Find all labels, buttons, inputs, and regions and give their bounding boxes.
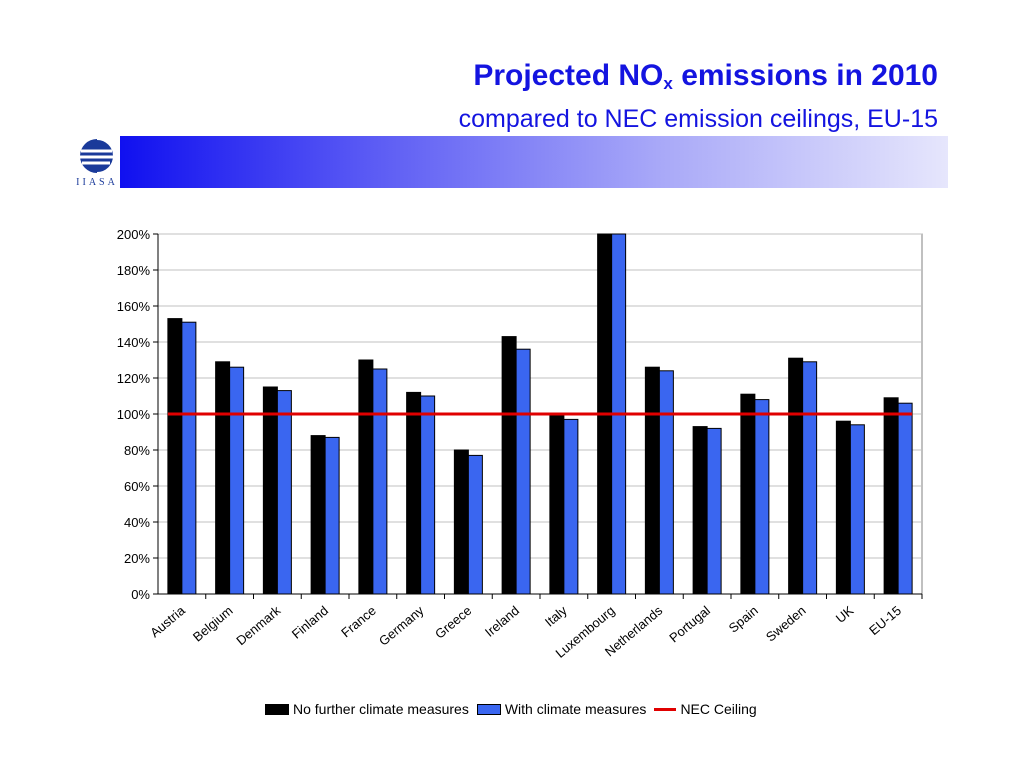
x-tick-label: Portugal — [666, 603, 713, 646]
legend-label-with-measures: With climate measures — [504, 701, 647, 717]
bar-no-measures — [883, 397, 899, 595]
bar-with-measures — [372, 368, 388, 595]
bar-with-measures — [897, 402, 913, 595]
bar-with-measures — [420, 395, 436, 595]
title-prefix: Projected NO — [473, 59, 664, 92]
y-tick-label: 120% — [117, 371, 151, 386]
x-tick-label: Denmark — [233, 602, 283, 648]
bar-with-measures — [229, 366, 245, 595]
bar-no-measures — [549, 415, 565, 595]
bar-no-measures — [167, 318, 183, 595]
bar-with-measures — [324, 436, 340, 595]
x-tick-label: Finland — [289, 603, 331, 642]
bar-with-measures — [563, 418, 579, 595]
y-tick-label: 100% — [117, 407, 151, 422]
bar-with-measures — [658, 370, 674, 595]
x-tick-label: France — [338, 603, 379, 641]
x-tick-label: Greece — [432, 603, 474, 642]
bar-with-measures — [849, 424, 865, 595]
y-tick-label: 20% — [124, 551, 150, 566]
bar-no-measures — [215, 361, 231, 595]
legend-label-nec-ceiling: NEC Ceiling — [680, 701, 757, 717]
bar-no-measures — [501, 336, 517, 595]
legend-item-no-measures: No further climate measures — [265, 701, 469, 717]
bar-no-measures — [453, 449, 469, 595]
y-tick-label: 160% — [117, 299, 151, 314]
bar-with-measures — [515, 348, 531, 595]
legend-swatch-blue — [476, 703, 501, 715]
title-block: Projected NOx emissions in 2010 compared… — [459, 58, 938, 134]
legend-swatch-black — [265, 703, 289, 715]
iiasa-logo-icon — [80, 138, 115, 174]
legend-label-no-measures: No further climate measures — [293, 701, 469, 717]
bar-with-measures — [467, 454, 483, 595]
y-tick-label: 0% — [131, 587, 150, 602]
y-tick-label: 140% — [117, 335, 151, 350]
bar-with-measures — [754, 399, 770, 595]
chart-legend: No further climate measures With climate… — [265, 700, 765, 718]
x-tick-label: Italy — [542, 602, 570, 629]
y-tick-label: 180% — [117, 263, 151, 278]
title-suffix: emissions in 2010 — [672, 59, 938, 92]
y-tick-label: 60% — [124, 479, 150, 494]
legend-swatch-red-line — [654, 707, 677, 711]
bar-with-measures — [276, 390, 292, 595]
bar-with-measures — [706, 427, 722, 595]
x-tick-label: Belgium — [190, 603, 236, 645]
y-tick-label: 80% — [124, 443, 150, 458]
bar-no-measures — [740, 393, 756, 595]
bar-no-measures — [788, 357, 804, 595]
bar-no-measures — [406, 391, 422, 595]
x-tick-label: Austria — [147, 602, 188, 640]
bar-no-measures — [358, 359, 374, 595]
x-tick-label: Sweden — [763, 603, 809, 645]
bar-with-measures — [802, 361, 818, 595]
slide-subtitle: compared to NEC emission ceilings, EU-15 — [458, 105, 938, 133]
y-tick-label: 200% — [117, 227, 151, 242]
bar-no-measures — [692, 426, 708, 595]
x-tick-label: EU-15 — [866, 603, 904, 638]
slide-title: Projected NOx emissions in 2010 — [459, 58, 938, 102]
bar-no-measures — [835, 420, 851, 595]
header-banner — [120, 136, 948, 188]
bar-no-measures — [644, 366, 660, 595]
title-subscript: x — [663, 74, 673, 93]
legend-item-with-measures: With climate measures — [476, 701, 647, 717]
x-tick-label: Spain — [726, 603, 761, 636]
bar-no-measures — [262, 386, 278, 595]
logo-text: IIASA — [76, 177, 118, 188]
x-tick-label: UK — [833, 603, 857, 626]
x-tick-label: Ireland — [482, 603, 522, 640]
bar-with-measures — [181, 321, 197, 595]
legend-item-nec-ceiling: NEC Ceiling — [654, 701, 757, 717]
x-tick-label: Germany — [376, 602, 427, 648]
y-tick-label: 40% — [124, 515, 150, 530]
bar-no-measures — [310, 435, 326, 595]
